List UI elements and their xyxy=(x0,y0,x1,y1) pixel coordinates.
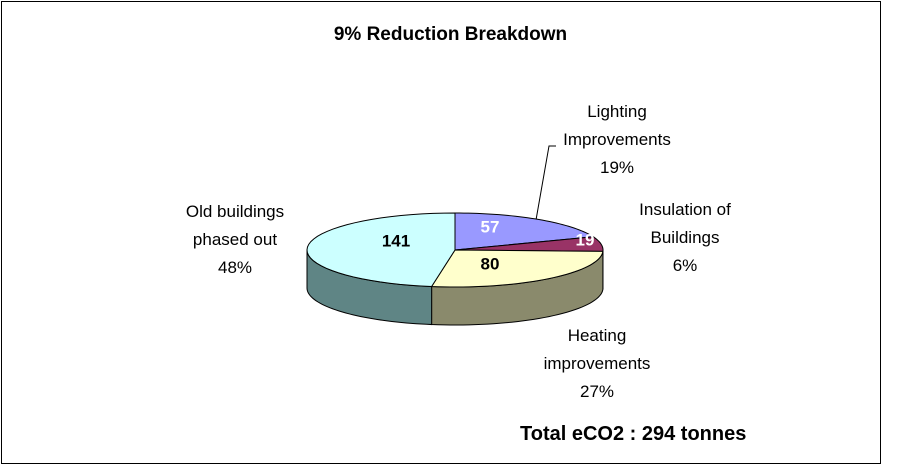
slice xyxy=(306,212,456,288)
slice xyxy=(454,236,604,252)
category-name: Old buildings phased out xyxy=(185,202,285,249)
chart-title: 9% Reduction Breakdown xyxy=(333,24,568,45)
chart-frame xyxy=(1,1,881,464)
value-label: 141 xyxy=(382,231,410,250)
category-label: Lighting Improvements 19% xyxy=(552,98,682,182)
percent-label: 19% xyxy=(599,158,635,177)
annotation: Total eCO2 : 294 tonnes xyxy=(520,423,747,445)
slice xyxy=(430,249,604,288)
category-label: Heating improvements 27% xyxy=(532,322,662,406)
percent-label: 48% xyxy=(217,258,253,277)
category-name: Lighting Improvements xyxy=(563,102,671,149)
value-label: 80 xyxy=(481,254,500,273)
percent-label: 6% xyxy=(672,256,698,275)
category-label: Insulation of Buildings 6% xyxy=(620,196,750,280)
value-label: 57 xyxy=(481,217,500,236)
category-label: Old buildings phased out 48% xyxy=(170,198,300,282)
category-name: Insulation of Buildings xyxy=(639,200,731,247)
slice xyxy=(454,212,595,251)
leader-line xyxy=(535,145,556,221)
value-label: 19 xyxy=(576,230,595,249)
percent-label: 27% xyxy=(579,382,615,401)
category-name: Heating improvements xyxy=(543,326,651,373)
